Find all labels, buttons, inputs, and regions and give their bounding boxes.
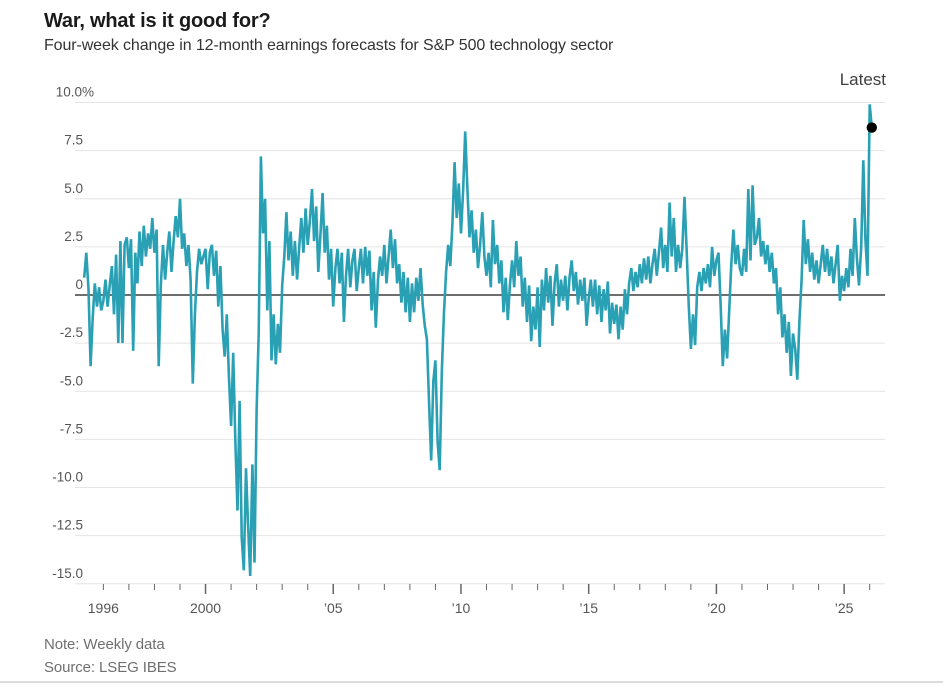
- x-tick-label: ’20: [707, 600, 726, 616]
- y-tick-label: -15.0: [52, 566, 83, 581]
- footer-note: Note: Weekly data: [44, 636, 165, 653]
- y-axis-labels-group: 10.0% 7.5 5.0 2.5 0 -2.5 -5.0 -7.5 -10.0 -12.5 -15…: [52, 85, 94, 581]
- y-tick-label: -2.5: [60, 325, 83, 340]
- gridlines-group: [75, 102, 885, 585]
- x-tick-label: ’25: [835, 600, 854, 616]
- y-tick-label: 5.0: [64, 181, 83, 196]
- x-tick-label: 1996: [88, 600, 119, 616]
- y-tick-label: -5.0: [60, 373, 83, 388]
- line-chart: 10.0% 7.5 5.0 2.5 0 -2.5 -5.0 -7.5 -10.0 -12.5 -15…: [52, 85, 885, 616]
- footer-source: Source: LSEG IBES: [44, 659, 177, 676]
- bottom-divider: [0, 681, 943, 683]
- x-tick-label: ’05: [324, 600, 343, 616]
- y-tick-label: -10.0: [52, 470, 83, 485]
- earnings-forecast-line: [82, 104, 874, 577]
- latest-point-dot: [866, 122, 877, 133]
- y-tick-label: -12.5: [52, 518, 83, 533]
- x-tick-label: ’10: [452, 600, 471, 616]
- data-series-group: [82, 104, 874, 577]
- chart-title: War, what is it good for?: [44, 10, 271, 32]
- y-tick-label: 7.5: [64, 133, 83, 148]
- y-tick-label: 2.5: [64, 229, 83, 244]
- y-tick-label: -7.5: [60, 421, 83, 436]
- latest-annotation-label: Latest: [839, 70, 886, 89]
- x-tick-label: 2000: [190, 600, 221, 616]
- y-tick-label: 10.0%: [56, 85, 94, 100]
- y-tick-label: 0: [75, 277, 83, 292]
- x-axis-labels-group: 1996 2000 ’05 ’10 ’15 ’20 ’25: [88, 600, 854, 616]
- chart-subtitle: Four-week change in 12-month earnings fo…: [44, 37, 614, 54]
- latest-point-group: [866, 122, 877, 133]
- x-axis-ticks-group: [102, 584, 871, 594]
- x-tick-label: ’15: [579, 600, 598, 616]
